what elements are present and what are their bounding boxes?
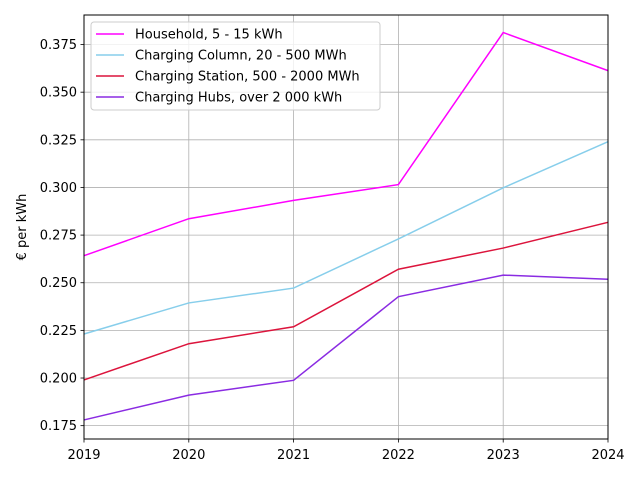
plot-frame [83,14,609,440]
y-tick-label: 0.300 [40,181,77,196]
y-tick-label: 0.250 [40,276,77,291]
series-lines [83,31,609,421]
series-line-3 [83,221,609,381]
x-axis: 2019 2020 2021 2022 2023 2024 [67,439,625,463]
legend-label-1: Household, 5 - 15 kWh [135,28,283,43]
series-line-2 [83,141,609,335]
series-line-1 [83,31,609,257]
y-axis: 0.175 0.200 0.225 0.250 0.275 0.300 0.325 0.350… [40,38,84,434]
y-tick-label: 0.375 [40,38,77,53]
y-tick-label: 0.325 [40,133,77,148]
y-axis-label: € per kWh [15,194,30,261]
x-tick-label: 2022 [382,448,415,463]
legend-label-3: Charging Station, 500 - 2000 MWh [135,70,360,85]
series-line-4 [83,274,609,421]
y-tick-label: 0.175 [40,419,77,434]
legend: Household, 5 - 15 kWh Charging Column, 20… [90,21,381,111]
x-tick-label: 2024 [591,448,624,463]
y-tick-label: 0.350 [40,86,77,101]
y-tick-label: 0.225 [40,324,77,339]
y-tick-label: 0.200 [40,372,77,387]
x-tick-label: 2020 [172,448,205,463]
legend-box [90,21,381,111]
y-tick-label: 0.275 [40,229,77,244]
legend-label-4: Charging Hubs, over 2 000 kWh [135,91,342,106]
x-tick-label: 2023 [487,448,520,463]
legend-label-2: Charging Column, 20 - 500 MWh [135,49,347,64]
x-tick-label: 2019 [67,448,100,463]
x-tick-label: 2021 [277,448,310,463]
